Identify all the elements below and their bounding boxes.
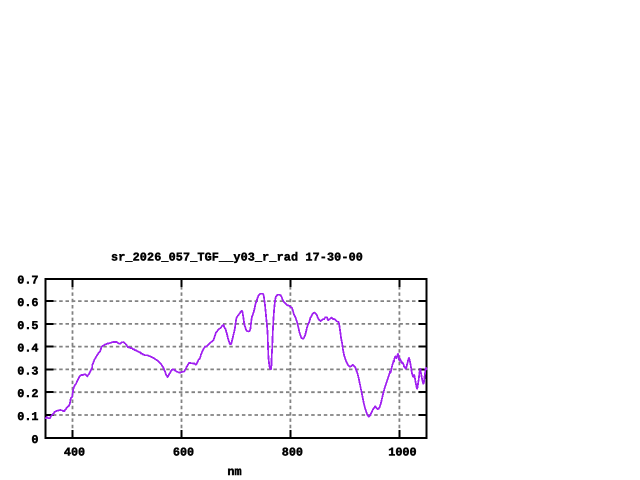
svg-text:400: 400 <box>64 446 85 460</box>
svg-text:sr_2026_057_TGF__y03_r_rad 17-: sr_2026_057_TGF__y03_r_rad 17-30-00 <box>111 251 363 265</box>
svg-text:0.3: 0.3 <box>17 364 38 378</box>
svg-text:0.5: 0.5 <box>17 319 38 333</box>
svg-text:0.7: 0.7 <box>17 273 38 287</box>
svg-text:1000: 1000 <box>388 446 416 460</box>
svg-text:800: 800 <box>282 446 303 460</box>
svg-text:0.6: 0.6 <box>17 296 38 310</box>
svg-text:600: 600 <box>173 446 194 460</box>
svg-text:0: 0 <box>31 433 38 447</box>
svg-text:0.1: 0.1 <box>17 410 38 424</box>
svg-text:nm: nm <box>227 465 241 479</box>
svg-text:0.2: 0.2 <box>17 387 38 401</box>
svg-text:0.4: 0.4 <box>17 342 38 356</box>
